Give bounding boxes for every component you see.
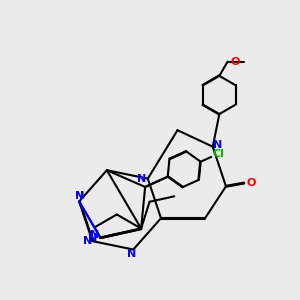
Text: N: N	[213, 140, 222, 150]
Text: N: N	[90, 230, 99, 240]
Text: O: O	[230, 57, 240, 67]
Text: N: N	[137, 174, 146, 184]
Text: N: N	[74, 190, 84, 201]
Text: N: N	[88, 232, 98, 242]
Text: Cl: Cl	[213, 148, 225, 158]
Text: N: N	[75, 190, 84, 201]
Text: N: N	[127, 250, 136, 260]
Text: O: O	[247, 178, 256, 188]
Text: N: N	[83, 236, 92, 246]
